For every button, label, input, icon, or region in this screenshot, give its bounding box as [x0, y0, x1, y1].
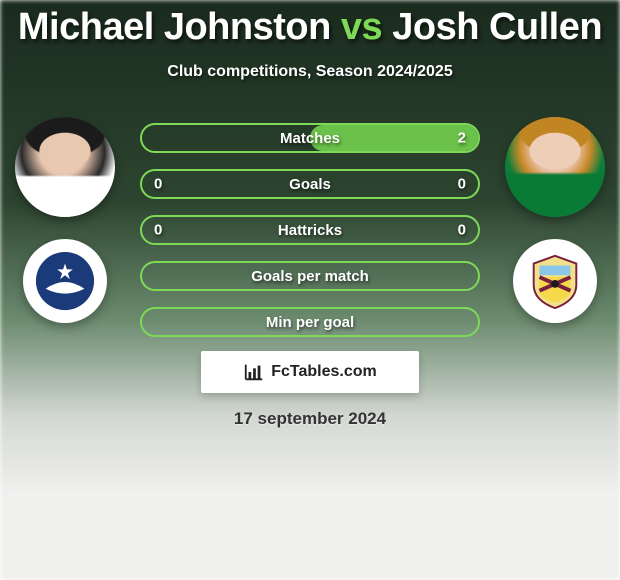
player1-club-crest — [23, 239, 107, 323]
stat-row: 2 Matches — [140, 123, 480, 153]
page-title: Michael Johnston vs Josh Cullen — [0, 6, 620, 49]
stat-row: 0 0 Hattricks — [140, 215, 480, 245]
subtitle: Club competitions, Season 2024/2025 — [0, 63, 620, 81]
title-player1: Michael Johnston — [18, 6, 331, 48]
stat-label: Matches — [280, 130, 340, 147]
player1-column — [10, 117, 120, 323]
player2-club-crest — [513, 239, 597, 323]
comparison-card: Michael Johnston vs Josh Cullen Club com… — [0, 0, 620, 580]
watermark: FcTables.com — [201, 351, 419, 393]
player2-column — [500, 117, 610, 323]
stat-value-left: 0 — [154, 222, 162, 239]
stat-label: Hattricks — [278, 222, 342, 239]
stat-label: Min per goal — [266, 314, 354, 331]
comparison-body: 2 Matches 0 0 Goals 0 0 Hattricks Goals per matc… — [0, 117, 620, 337]
date: 17 september 2024 — [0, 409, 620, 429]
title-player2: Josh Cullen — [392, 6, 602, 48]
portsmouth-crest-icon — [34, 250, 96, 312]
burnley-crest-icon — [524, 250, 586, 312]
stat-row: Min per goal — [140, 307, 480, 337]
player2-avatar — [505, 117, 605, 217]
watermark-text: FcTables.com — [271, 363, 377, 381]
stat-row: Goals per match — [140, 261, 480, 291]
player1-avatar — [15, 117, 115, 217]
stat-value-right: 0 — [458, 176, 466, 193]
stat-row: 0 0 Goals — [140, 169, 480, 199]
stat-label: Goals — [289, 176, 331, 193]
stat-value-left: 0 — [154, 176, 162, 193]
stat-value-right: 0 — [458, 222, 466, 239]
stat-value-right: 2 — [458, 130, 466, 147]
title-vs: vs — [341, 6, 382, 48]
stats-list: 2 Matches 0 0 Goals 0 0 Hattricks Goals per matc… — [140, 117, 480, 337]
chart-icon — [243, 361, 265, 383]
stat-label: Goals per match — [251, 268, 369, 285]
